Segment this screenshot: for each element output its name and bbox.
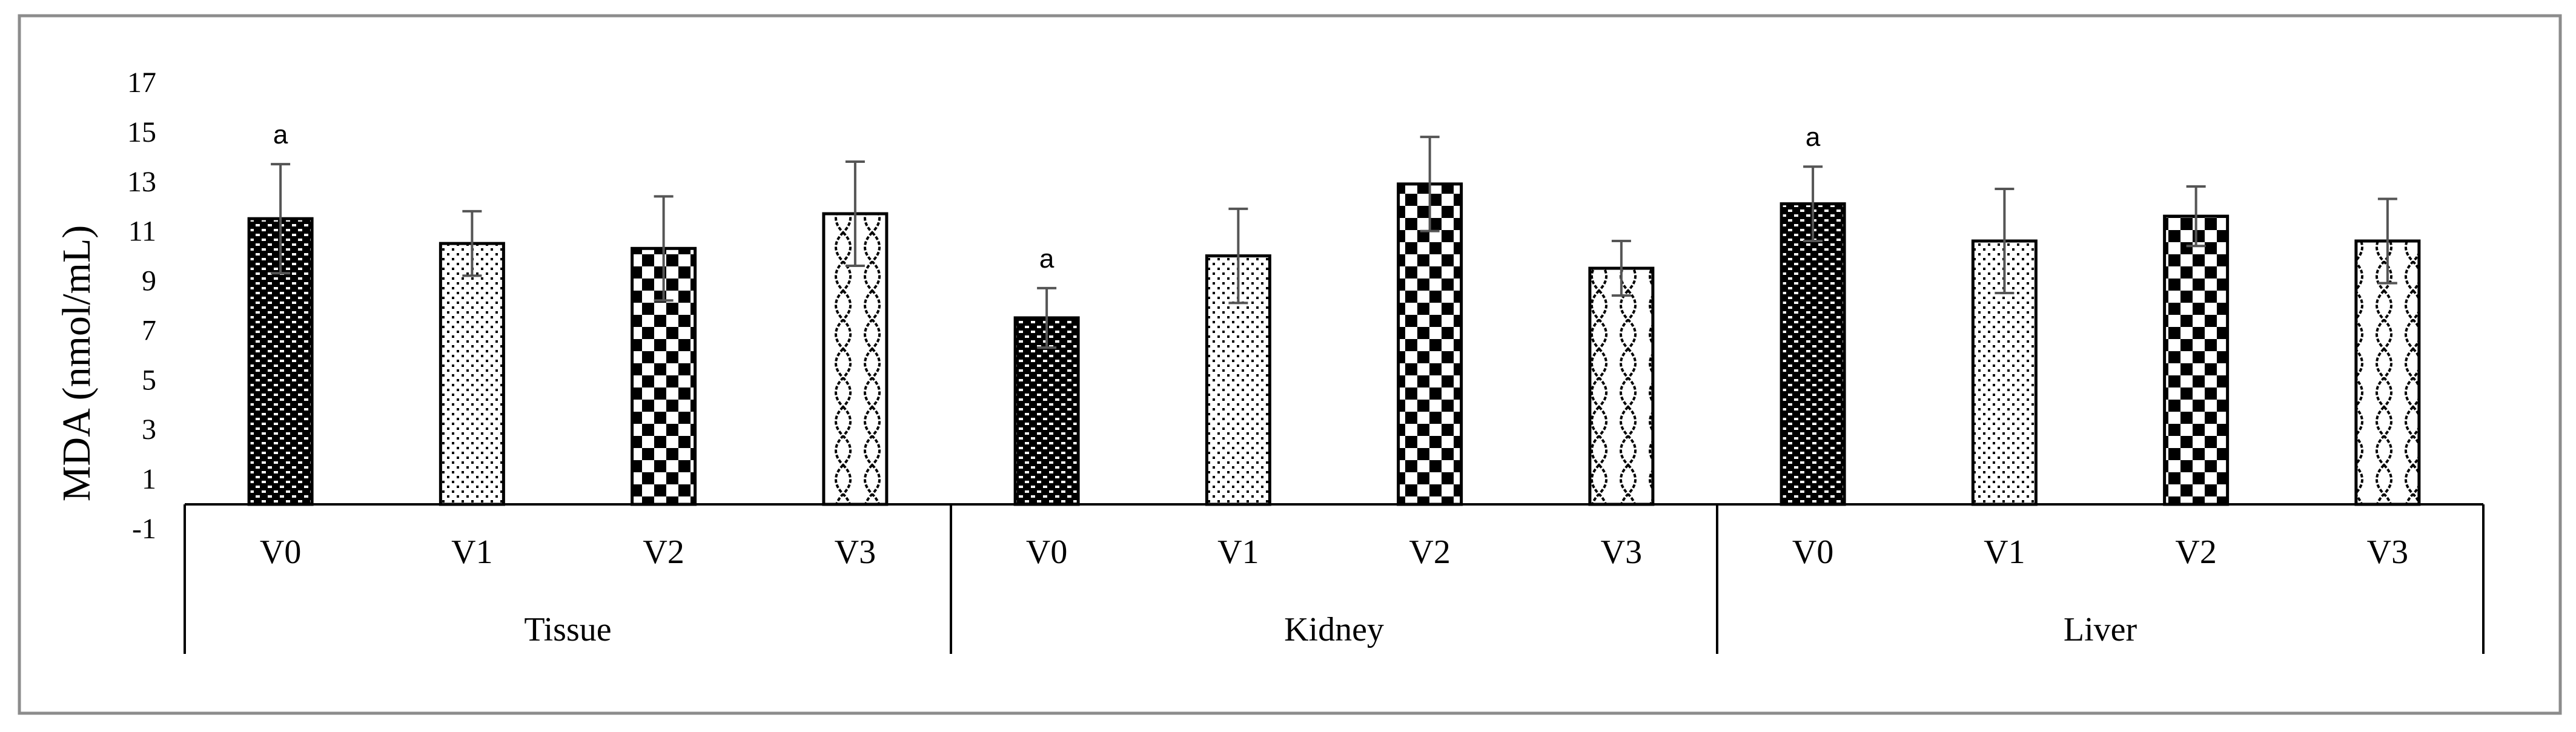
significance-label: a [1039,244,1055,274]
category-axis: V0 V1 V2 V3 Tissue V0 V1 V2 V3 Kidney V0 V1 V2 V3 Live… [184,503,2485,654]
bar-liver-v0 [1780,202,1846,506]
x-group-label: Tissue [524,611,611,648]
bar-tissue-v1 [439,242,505,506]
y-tick-label: 11 [128,216,156,248]
bar-kidney-v0 [1013,316,1080,506]
bar-kidney-v3 [1588,266,1655,506]
x-group-label: Liver [2064,611,2137,648]
significance-label: a [273,120,288,150]
y-tick-label: 13 [127,166,156,198]
y-tick-label: 1 [142,463,156,495]
y-tick-label: -1 [132,513,156,545]
x-category-label: V2 [1409,533,1450,571]
x-category-label: V1 [1984,533,2025,571]
x-category-label: V3 [835,533,876,571]
x-category-label: V0 [1792,533,1833,571]
bar-kidney-v2 [1397,182,1463,506]
y-tick-label: 9 [142,265,156,297]
x-category-label: V2 [643,533,684,571]
significance-label: a [1806,122,1821,152]
x-group-label: Kidney [1284,611,1384,648]
y-tick-label: 3 [142,414,156,446]
y-tick-label: 5 [142,364,156,396]
y-tick-label: 15 [127,116,156,148]
x-category-label: V3 [1601,533,1642,571]
x-category-label: V1 [451,533,492,571]
x-category-label: V3 [2367,533,2408,571]
x-category-label: V0 [1026,533,1067,571]
y-tick-label: 7 [142,314,156,346]
y-axis-label: MDA (nmol/mL) [55,225,99,502]
x-category-label: V1 [1217,533,1259,571]
x-category-label: V2 [2175,533,2216,571]
bar-liver-v3 [2354,239,2421,506]
bar-liver-v2 [2163,214,2230,506]
x-category-label: V0 [260,533,301,571]
y-tick-label: 17 [127,67,156,99]
